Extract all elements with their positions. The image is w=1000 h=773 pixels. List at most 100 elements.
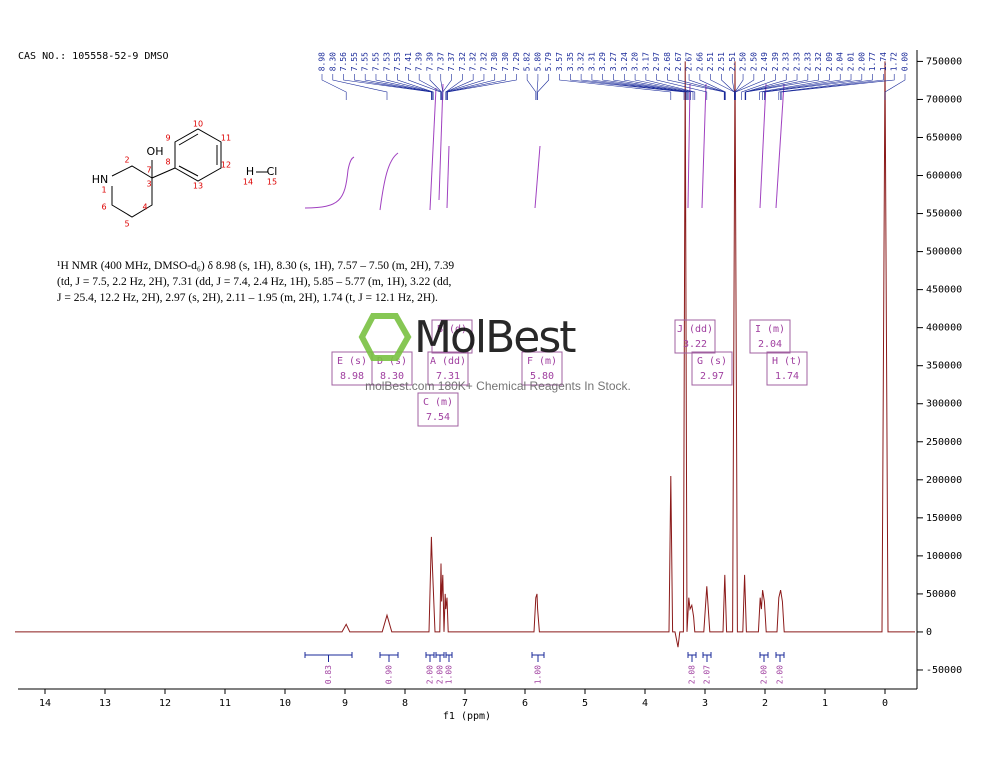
cas-header: CAS NO.: 105558-52-9 DMSO: [18, 51, 169, 62]
peak-label: 8.98: [318, 52, 327, 71]
structure-label: 6: [101, 203, 106, 212]
integral-bracket: [759, 652, 769, 662]
peak-label: 3.32: [577, 52, 586, 71]
structure-label: 13: [193, 182, 203, 191]
peak-connector: [536, 74, 539, 100]
y-tick-label: 550000: [926, 209, 962, 220]
peak-label: 8.30: [328, 52, 337, 71]
peak-label: 7.30: [501, 52, 510, 71]
peak-connector: [445, 74, 463, 100]
peak-connector: [759, 74, 830, 100]
y-tick-label: -50000: [926, 665, 962, 676]
peak-label: 5.79: [544, 52, 553, 71]
peak-connector: [446, 74, 506, 100]
multiplet-label: J (dd): [677, 324, 713, 335]
watermark: MolBest molBest.com 180K+ Chemical Reagen…: [358, 312, 631, 393]
peak-label: 7.41: [404, 52, 413, 71]
peak-label: 3.17: [641, 52, 650, 71]
peak-label: 1.77: [868, 52, 877, 71]
multiplet-shift: 1.74: [775, 371, 799, 382]
y-tick-label: 0: [926, 627, 932, 638]
multiplet-label: F (m): [527, 356, 557, 367]
peak-label: 2.33: [782, 52, 791, 71]
structure-label: 3: [146, 180, 151, 189]
integral-bracket: [379, 652, 399, 662]
peak-label: 2.50: [739, 52, 748, 71]
peak-connector: [656, 74, 708, 100]
structure-label: 11: [221, 134, 231, 143]
y-tick-label: 400000: [926, 323, 962, 334]
integral-label: 1.00: [534, 665, 543, 684]
peak-connector: [613, 74, 690, 100]
peak-label: 7.37: [447, 52, 456, 71]
structure-label: 4: [142, 203, 147, 212]
structure-label: 1: [101, 186, 106, 195]
multiplet-box: [427, 351, 469, 386]
integral-bracket: [425, 652, 435, 662]
integral-label: 2.00: [436, 665, 445, 684]
peak-label: 2.66: [695, 52, 704, 71]
x-tick-label: 14: [39, 698, 51, 709]
peak-connector: [429, 74, 442, 100]
structure-label: 15: [267, 178, 277, 187]
integral-label: 2.08: [688, 665, 697, 684]
structure-label: 7: [146, 166, 151, 175]
multiplet-shift: 8.30: [380, 371, 404, 382]
structure-label: 5: [124, 220, 129, 229]
peak-label: 7.39: [425, 52, 434, 71]
peak-label: 3.29: [598, 52, 607, 71]
peak-label: 7.37: [436, 52, 445, 71]
integral-bracket: [445, 652, 453, 662]
multiplet-shift: 3.22: [683, 339, 707, 350]
peak-connector: [397, 74, 434, 100]
multiplet-shift: 7.54: [426, 412, 450, 423]
peak-connector: [645, 74, 696, 100]
y-tick-label: 700000: [926, 94, 962, 105]
peak-label: 5.82: [523, 52, 532, 71]
peak-connector: [343, 74, 432, 100]
y-tick-label: 200000: [926, 475, 962, 486]
multiplet-label: H (t): [772, 356, 802, 367]
peak-label: 2.51: [706, 52, 715, 71]
peak-connector: [781, 74, 895, 100]
peak-connector: [408, 74, 441, 100]
multiplet-shift: 7.31: [436, 371, 460, 382]
structure-label: Cl: [267, 165, 278, 178]
y-tick-label: 250000: [926, 437, 962, 448]
x-tick-label: 10: [279, 698, 291, 709]
peak-connector: [526, 74, 537, 100]
integral-label: 2.00: [760, 665, 769, 684]
peak-connector: [780, 74, 884, 100]
peak-label: 0.00: [901, 52, 910, 71]
x-tick-label: 9: [342, 698, 348, 709]
multiplet-box: [749, 319, 791, 354]
peak-label: 2.33: [793, 52, 802, 71]
integral-curves: [304, 83, 785, 211]
peak-label: 7.53: [382, 52, 391, 71]
y-tick-label: 650000: [926, 132, 962, 143]
x-tick-label: 5: [582, 698, 588, 709]
peak-label: 5.80: [533, 52, 542, 71]
integral-label: 0.90: [385, 665, 394, 684]
peak-connector: [559, 74, 672, 100]
peak-label: 3.31: [587, 52, 596, 71]
structure-label: 14: [243, 178, 253, 187]
peak-label: 3.20: [631, 52, 640, 71]
peak-label: 2.51: [728, 52, 737, 71]
integral-bracket: [304, 652, 353, 662]
y-tick-label: 500000: [926, 247, 962, 258]
multiplet-box: [766, 351, 808, 386]
multiplet-label: B (d): [437, 324, 467, 335]
multiplet-shift: 8.98: [340, 371, 364, 382]
y-tick-label: 300000: [926, 399, 962, 410]
y-tick-label: 450000: [926, 285, 962, 296]
peak-label: 7.56: [339, 52, 348, 71]
peak-label: 7.29: [512, 52, 521, 71]
y-tick-label: 50000: [926, 589, 956, 600]
x-tick-label: 12: [159, 698, 171, 709]
spectrum-trace: [15, 61, 915, 648]
peak-label: 2.51: [717, 52, 726, 71]
multiplet-shift: 2.04: [758, 339, 782, 350]
peak-connector: [445, 74, 474, 100]
